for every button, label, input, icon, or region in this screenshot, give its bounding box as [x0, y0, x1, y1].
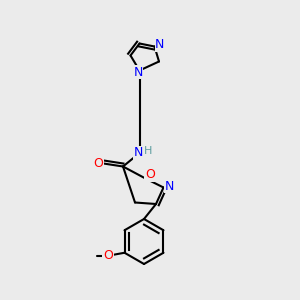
Text: N: N [155, 38, 165, 52]
Text: H: H [144, 146, 153, 157]
Text: N: N [133, 146, 143, 160]
Text: O: O [145, 168, 155, 182]
Text: O: O [103, 249, 113, 262]
Text: N: N [165, 179, 174, 193]
Text: N: N [133, 65, 143, 79]
Text: O: O [93, 157, 103, 170]
